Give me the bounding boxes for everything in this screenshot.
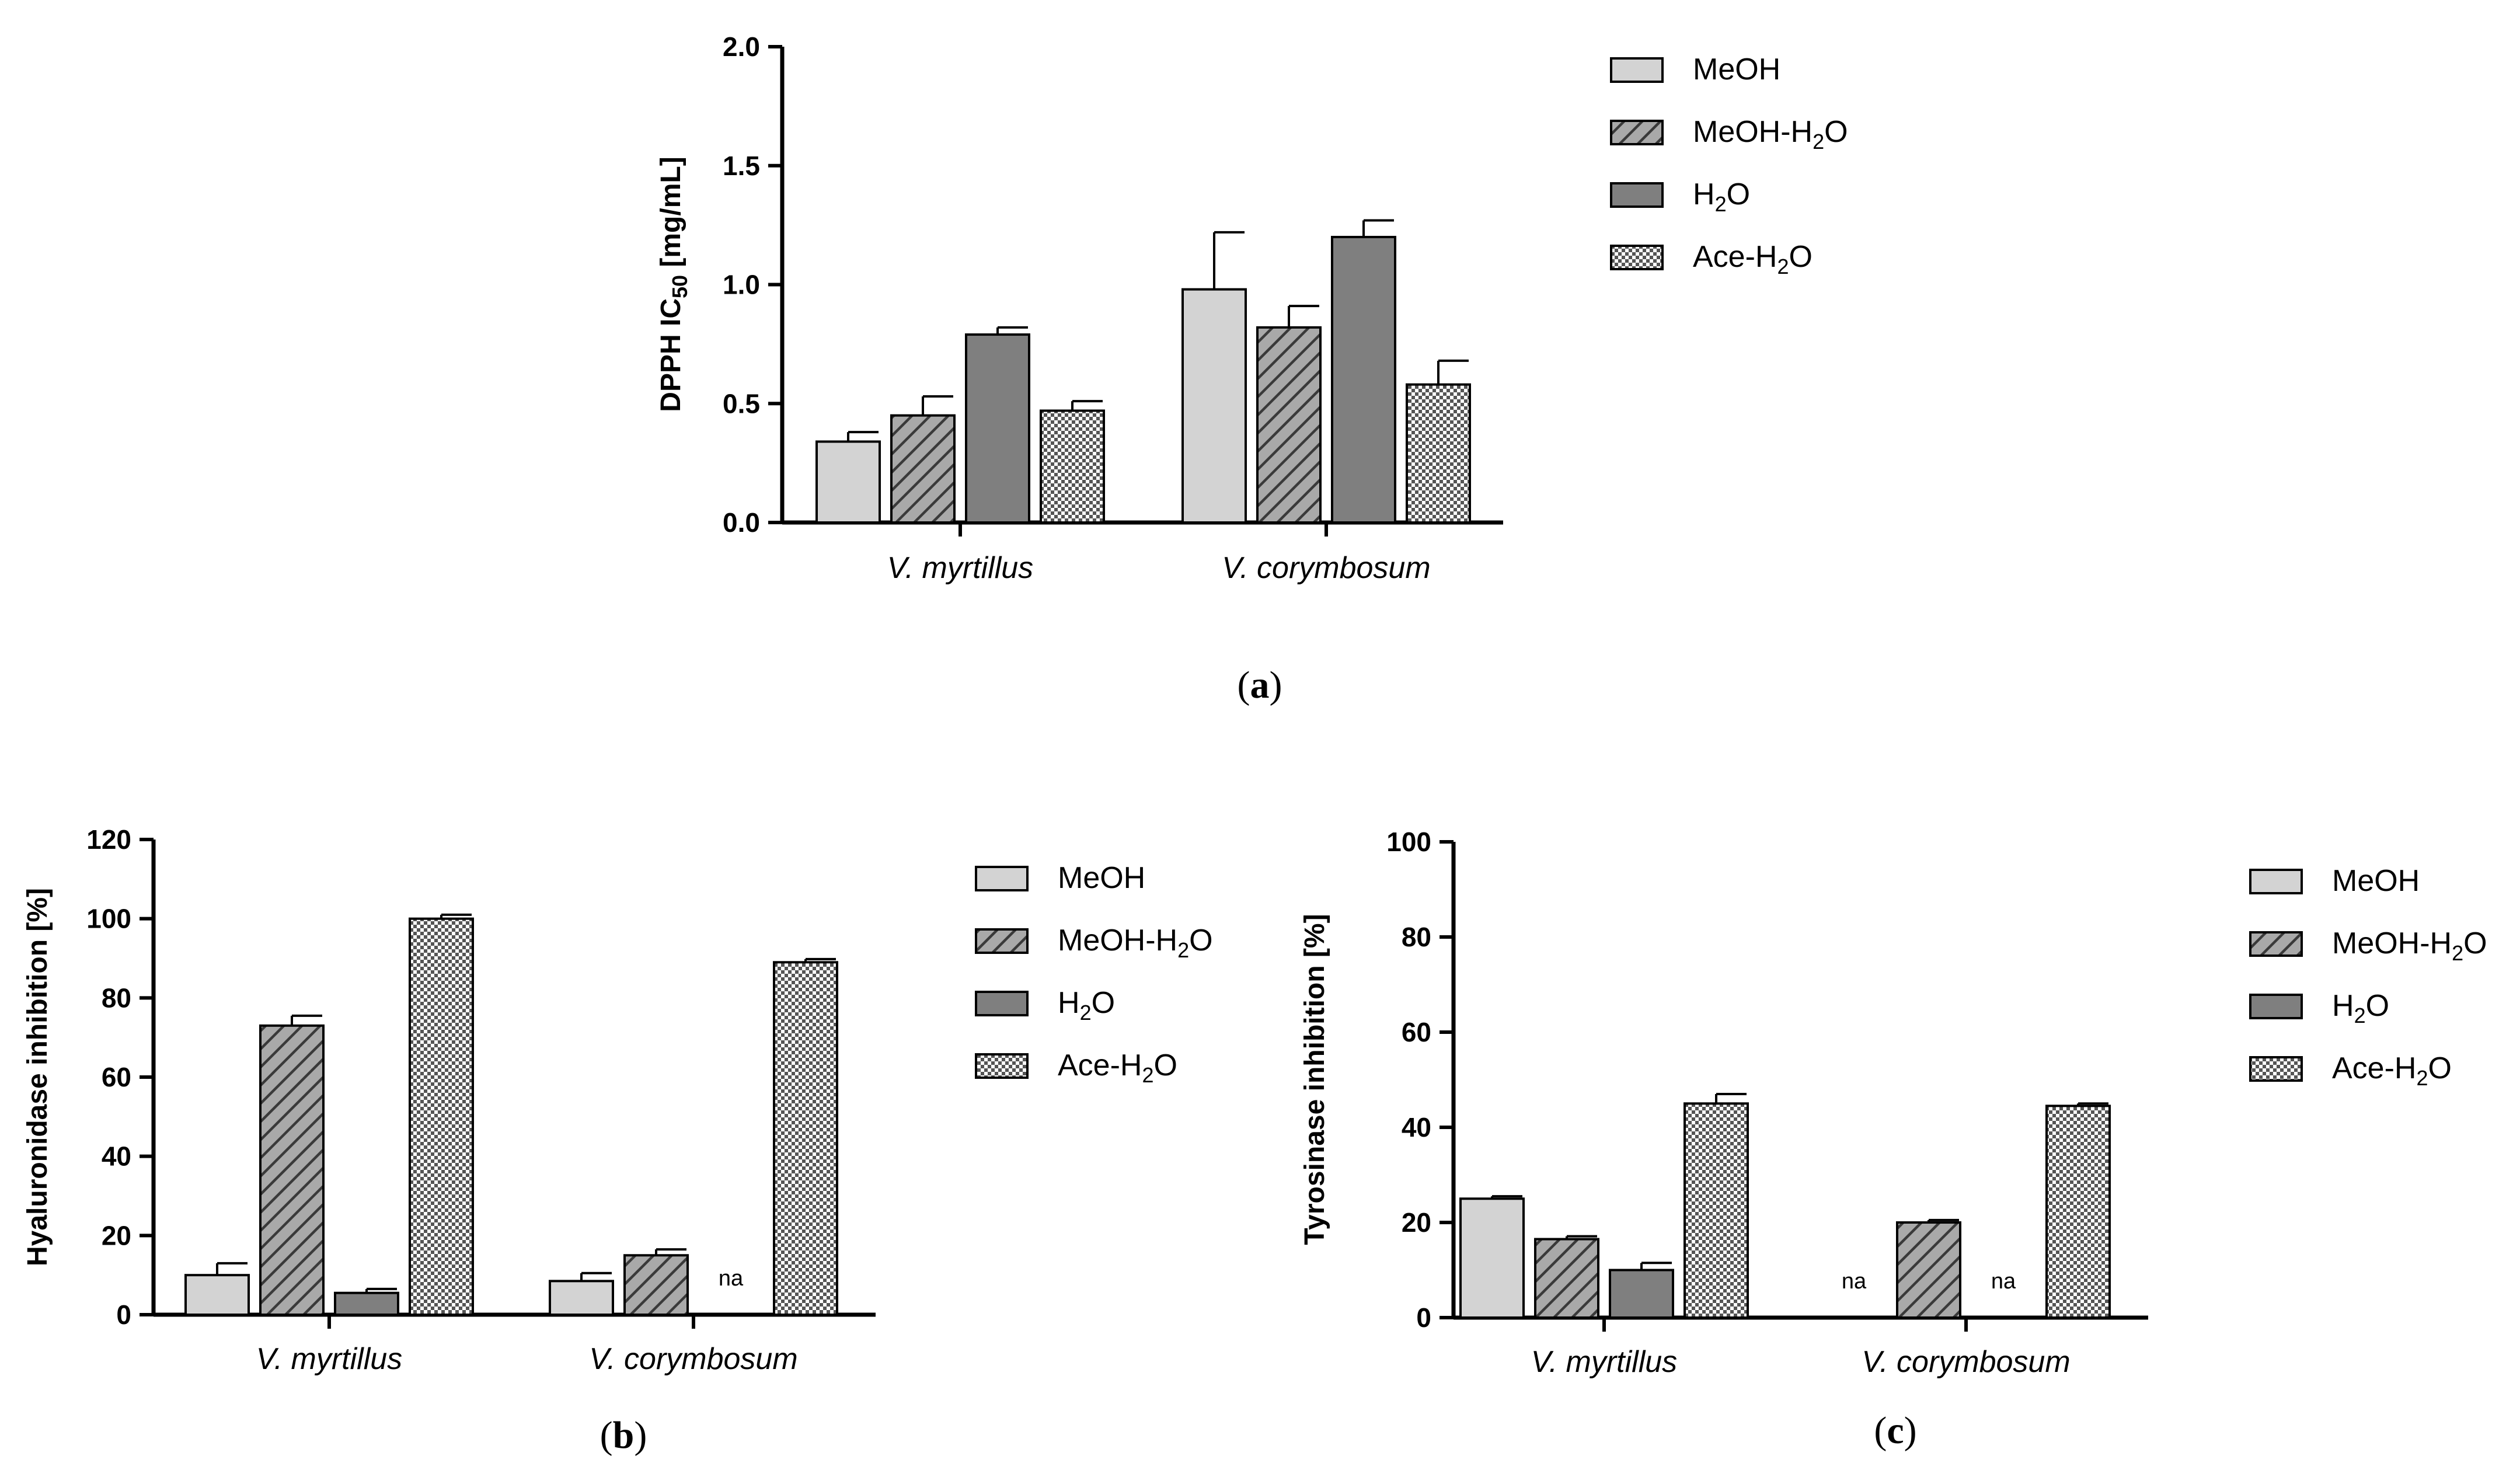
legend-swatch-ace-h2o <box>1610 245 1664 270</box>
bar-meoh-h2o-1 <box>623 1254 689 1316</box>
x-tick-label: V. myrtillus <box>1531 1345 1677 1379</box>
legend-label-ace-h2o: Ace-H2O <box>2332 1051 2452 1090</box>
legend-swatch-meoh-h2o <box>1610 120 1664 145</box>
legend-swatch-h2o <box>975 991 1029 1016</box>
chart-panel-c: 0 20 40 60 80 100 V. myrtillus V. corymbosum na n… <box>1299 827 2487 1452</box>
x-tick-label: V. corymbosum <box>589 1342 797 1376</box>
panel-label: (c) <box>1874 1409 1916 1452</box>
legend-swatch-h2o <box>1610 182 1664 208</box>
y-tick-label: 0 <box>116 1300 131 1330</box>
y-tick-label: 80 <box>1402 922 1431 952</box>
legend-label-meoh: MeOH <box>1693 53 1780 86</box>
y-tick-label: 0.0 <box>723 507 760 538</box>
y-tick-label: 20 <box>102 1220 131 1250</box>
bar-meoh-h2o-1 <box>1256 326 1322 524</box>
bar-h2o-0 <box>1609 1269 1674 1319</box>
bar-meoh-0 <box>815 440 881 524</box>
legend-label-meoh-h2o: MeOH-H2O <box>2332 926 2487 965</box>
x-tick-label: V. corymbosum <box>1862 1345 2070 1379</box>
y-tick-label: 0 <box>1416 1302 1431 1333</box>
bar-ace-h2o-1 <box>773 961 838 1316</box>
y-axis-label: Hyaluronidase inhibition [%] <box>22 888 53 1266</box>
y-tick-label: 20 <box>1402 1207 1431 1238</box>
y-tick-label: 60 <box>102 1062 131 1092</box>
y-tick-label: 40 <box>102 1141 131 1172</box>
chart-panel-b: 0 20 40 60 80 100 120 V. myrtillus V. corymbosum… <box>22 824 1213 1457</box>
legend-label-ace-h2o: Ace-H2O <box>1058 1048 1177 1087</box>
y-tick-label: 0.5 <box>723 388 760 419</box>
legend-swatch-meoh <box>975 866 1029 891</box>
legend-swatch-meoh-h2o <box>2249 931 2303 957</box>
bar-meoh-1 <box>549 1280 614 1316</box>
x-tick-label: V. myrtillus <box>887 551 1033 585</box>
legend-swatch-meoh <box>1610 57 1664 83</box>
na-label: na <box>1842 1269 1867 1294</box>
y-tick-label: 2.0 <box>723 32 760 62</box>
y-tick-label: 40 <box>1402 1112 1431 1142</box>
x-tick-label: V. corymbosum <box>1222 551 1430 585</box>
bar-meoh-1 <box>1181 288 1247 524</box>
y-tick-label: 60 <box>1402 1017 1431 1047</box>
legend-swatch-meoh <box>2249 869 2303 894</box>
legend-swatch-meoh-h2o <box>975 928 1029 954</box>
legend-label-h2o: H2O <box>1693 177 1750 216</box>
legend-swatch-ace-h2o <box>2249 1056 2303 1082</box>
y-axis-label: Tyrosinase inhibition [%] <box>1299 914 1330 1245</box>
y-tick-label: 100 <box>86 904 131 934</box>
bar-h2o-1 <box>1331 236 1396 524</box>
legend-label-meoh-h2o: MeOH-H2O <box>1693 115 1848 154</box>
bar-ace-h2o-0 <box>1684 1102 1749 1319</box>
panel-label: (b) <box>600 1414 647 1457</box>
bar-meoh-h2o-0 <box>1534 1238 1599 1319</box>
x-tick-label: V. myrtillus <box>256 1342 402 1376</box>
legend-label-meoh: MeOH <box>1058 861 1145 895</box>
legend-label-h2o: H2O <box>2332 989 2389 1027</box>
legend-label-ace-h2o: Ace-H2O <box>1693 240 1813 278</box>
bar-ace-h2o-0 <box>1040 409 1105 524</box>
legend-label-h2o: H2O <box>1058 986 1115 1025</box>
bar-ace-h2o-1 <box>2045 1105 2111 1319</box>
legend-swatch-h2o <box>2249 994 2303 1019</box>
legend-swatch-ace-h2o <box>975 1053 1029 1079</box>
bar-ace-h2o-1 <box>1406 383 1471 524</box>
bar-ace-h2o-0 <box>409 917 474 1316</box>
bar-meoh-0 <box>1459 1197 1525 1319</box>
y-tick-label: 80 <box>102 983 131 1013</box>
bar-h2o-0 <box>334 1291 399 1316</box>
bar-meoh-h2o-1 <box>1896 1221 1961 1319</box>
bar-meoh-h2o-0 <box>259 1024 325 1316</box>
bar-meoh-0 <box>184 1274 250 1316</box>
y-tick-label: 120 <box>86 824 131 855</box>
y-tick-label: 100 <box>1386 827 1431 857</box>
legend-label-meoh-h2o: MeOH-H2O <box>1058 924 1213 962</box>
y-tick-label: 1.0 <box>723 270 760 300</box>
y-axis-label: DPPH IC50 [mg/mL] <box>656 156 692 412</box>
panel-label: (a) <box>1238 664 1282 706</box>
na-label: na <box>1991 1269 2016 1294</box>
y-tick-label: 1.5 <box>723 151 760 181</box>
na-label: na <box>719 1266 744 1291</box>
bar-h2o-0 <box>965 333 1030 524</box>
legend-label-meoh: MeOH <box>2332 864 2420 898</box>
bar-meoh-h2o-0 <box>890 414 956 524</box>
chart-panel-a: 0.0 0.5 1.0 1.5 2.0 V. myrtillus V. corymbosum… <box>656 32 1848 706</box>
